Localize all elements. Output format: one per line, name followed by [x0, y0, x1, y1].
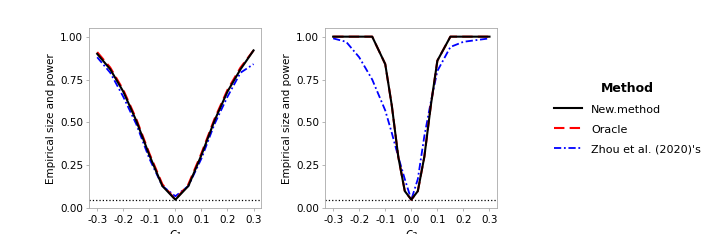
- Legend: New.method, Oracle, Zhou et al. (2020)'s: New.method, Oracle, Zhou et al. (2020)'s: [554, 82, 701, 154]
- X-axis label: c₁: c₁: [169, 227, 182, 234]
- X-axis label: c₂: c₂: [405, 227, 418, 234]
- Y-axis label: Empirical size and power: Empirical size and power: [282, 53, 292, 183]
- Y-axis label: Empirical size and power: Empirical size and power: [46, 53, 56, 183]
